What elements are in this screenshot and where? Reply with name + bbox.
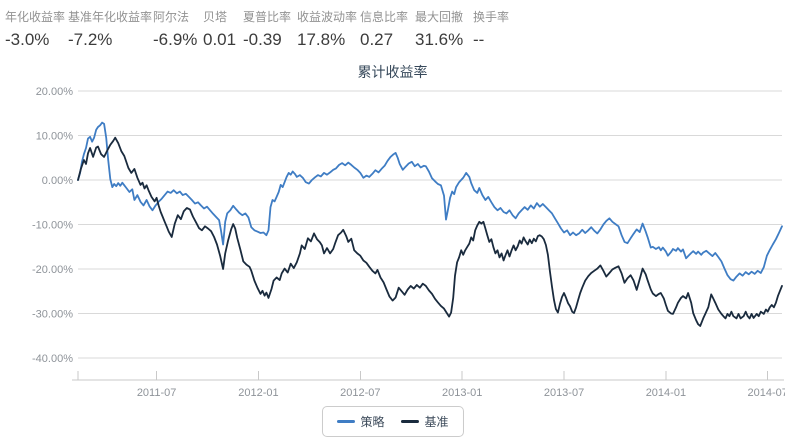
x-tick-label: 2012-07	[340, 387, 380, 399]
metric-label: 换手率	[473, 10, 510, 24]
x-tick-label: 2014-01	[646, 387, 686, 399]
x-tick-label: 2013-01	[442, 387, 482, 399]
metric-return-volatility: 收益波动率 17.8%	[297, 10, 357, 51]
legend-swatch-benchmark	[400, 420, 419, 423]
legend-swatch-strategy	[336, 420, 355, 423]
y-tick-label: 20.00%	[36, 86, 74, 98]
metric-value: 17.8%	[297, 30, 346, 49]
metric-value: --	[473, 30, 485, 49]
metric-annualized-return: 年化收益率 -3.0%	[5, 10, 65, 51]
y-tick-label: -10.00%	[32, 220, 73, 232]
metric-sharpe-ratio: 夏普比率 -0.39	[243, 10, 291, 51]
metric-alpha: 阿尔法 -6.9%	[153, 10, 197, 51]
legend-label: 基准	[424, 415, 449, 429]
y-tick-label: 0.00%	[42, 175, 73, 187]
metric-label: 信息比率	[360, 10, 409, 24]
metric-information-ratio: 信息比率 0.27	[360, 10, 408, 51]
series-benchmark-line[interactable]	[77, 136, 783, 327]
legend-item-strategy[interactable]: 策略	[336, 413, 385, 430]
metric-label: 阿尔法	[153, 10, 190, 24]
metric-benchmark-annualized-return: 基准年化收益率 -7.2%	[68, 10, 152, 51]
metrics-bar: 年化收益率 -3.0% 基准年化收益率 -7.2% 阿尔法 -6.9% 贝塔 0.01 夏普比率…	[0, 0, 785, 58]
legend-label: 策略	[360, 415, 385, 429]
y-tick-label: -20.00%	[32, 264, 73, 276]
metric-label: 最大回撤	[415, 10, 464, 24]
metric-beta: 贝塔 0.01	[203, 10, 236, 51]
metric-label: 夏普比率	[243, 10, 292, 24]
y-tick-label: 10.00%	[36, 131, 74, 143]
y-axis-labels: 20.00% 10.00% 0.00% -10.00% -20.00% -30.00% -4…	[32, 86, 73, 365]
x-tick-label: 2012-01	[238, 387, 278, 399]
y-tick-label: -40.00%	[32, 353, 73, 365]
metric-value: 0.27	[360, 30, 394, 49]
metric-label: 基准年化收益率	[68, 10, 153, 24]
legend: 策略 基准	[321, 406, 464, 437]
metric-value: -0.39	[243, 30, 282, 49]
y-tick-label: -30.00%	[32, 309, 73, 321]
metric-value: 0.01	[203, 30, 237, 49]
metric-value: 31.6%	[415, 30, 464, 49]
x-tick-label: 2011-07	[137, 387, 177, 399]
metric-value: -6.9%	[153, 30, 198, 49]
gridlines	[78, 90, 782, 359]
metric-value: -3.0%	[5, 30, 50, 49]
x-tick-label: 2013-07	[544, 387, 584, 399]
series-strategy-line[interactable]	[77, 121, 783, 282]
chart-title: 累计收益率	[357, 64, 428, 80]
x-axis: 2011-07 2012-01 2012-07 2013-01 2013-07 2014-…	[72, 371, 785, 399]
x-tick-label: 2014-07	[748, 387, 785, 399]
metric-turnover: 换手率 --	[473, 10, 509, 51]
metric-max-drawdown: 最大回撤 31.6%	[415, 10, 463, 51]
metric-value: -7.2%	[68, 30, 113, 49]
metric-label: 年化收益率	[5, 10, 66, 24]
legend-item-benchmark[interactable]: 基准	[400, 413, 449, 430]
metric-label: 收益波动率	[297, 10, 358, 24]
metric-label: 贝塔	[203, 10, 228, 24]
